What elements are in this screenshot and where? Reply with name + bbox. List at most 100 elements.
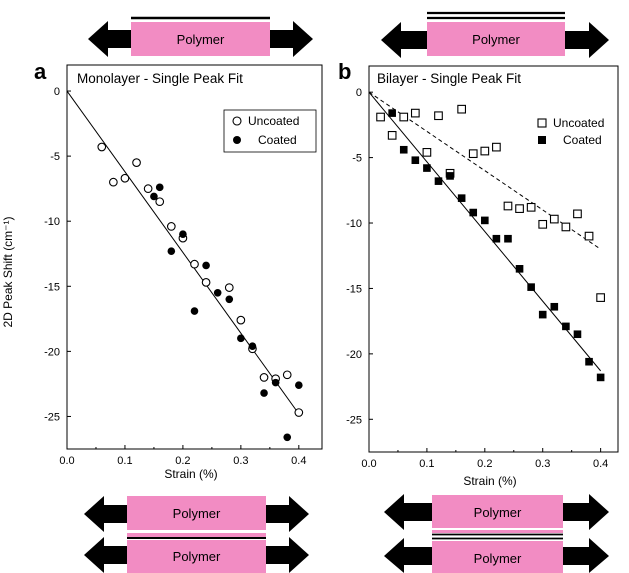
data-point-uncoated [573, 209, 582, 219]
data-point-coated [469, 208, 478, 217]
y-tick-label: -20 [346, 349, 362, 361]
polymer-block [427, 22, 565, 56]
data-point-coated [295, 381, 303, 390]
polymer-label: Polymer [173, 506, 221, 521]
left-arrow-icon [88, 21, 131, 57]
polymer-label: Polymer [472, 32, 520, 47]
x-tick-label: 0.2 [175, 455, 190, 467]
data-point-uncoated [503, 201, 513, 211]
y-tick-label: -25 [44, 411, 60, 423]
data-point-uncoated [166, 222, 176, 231]
x-axis-label: Strain (%) [164, 467, 217, 481]
data-point-coated [573, 330, 582, 339]
y-tick-label: -5 [352, 153, 362, 165]
x-tick-label: 0.3 [233, 455, 248, 467]
data-point-uncoated [468, 149, 478, 159]
polymer-block [127, 496, 266, 530]
panel-letter: b [338, 59, 351, 84]
data-point-uncoated [376, 112, 385, 122]
polymer-block [432, 495, 563, 528]
y-tick-label: -20 [44, 346, 60, 358]
left-arrow-icon [384, 538, 432, 573]
data-point-uncoated [422, 148, 432, 157]
data-point-coated [225, 295, 234, 304]
left-arrow-icon [84, 496, 127, 532]
y-tick-label: -10 [346, 218, 362, 230]
data-point-uncoated [120, 173, 130, 183]
legend-coated-label: Coated [258, 133, 297, 147]
data-point-coated [190, 307, 199, 315]
legend-uncoated-label: Uncoated [248, 114, 299, 128]
x-tick-label: 0.4 [291, 455, 306, 467]
data-point-coated [481, 216, 489, 225]
legend: Uncoated Coated [537, 116, 604, 147]
left-arrow-icon [381, 22, 427, 58]
schematic-top-b: Polymer [381, 11, 609, 58]
legend-coated-marker [538, 136, 546, 144]
legend-uncoated-label: Uncoated [553, 116, 604, 130]
data-point-coated [562, 322, 570, 331]
data-point-uncoated [549, 214, 559, 224]
data-point-uncoated [132, 158, 141, 167]
legend-coated-label: Coated [563, 133, 602, 147]
x-tick-label: 0.3 [535, 458, 550, 470]
data-point-coated [434, 177, 443, 185]
schematic-bottom-b: Polymer [384, 494, 609, 530]
data-point-uncoated [515, 204, 524, 213]
data-point-coated [150, 192, 158, 201]
y-tick-label: -5 [50, 151, 60, 163]
legend-coated-marker [233, 136, 241, 144]
data-point-coated [213, 288, 222, 297]
data-point-coated [457, 194, 466, 202]
y-tick-label: -10 [44, 216, 60, 228]
data-point-coated [179, 230, 187, 239]
schematic-bottom-a: Polymer [84, 496, 309, 532]
data-point-coated [167, 247, 176, 255]
data-point-uncoated [236, 315, 246, 325]
data-point-uncoated [259, 373, 269, 382]
x-axis-label: Strain (%) [463, 474, 516, 488]
data-point-uncoated [201, 278, 211, 287]
y-tick-label: -15 [44, 281, 60, 293]
data-point-uncoated [97, 142, 107, 152]
data-point-uncoated [492, 142, 501, 152]
polymer-label: Polymer [474, 551, 522, 566]
right-arrow-icon [266, 537, 309, 573]
data-point-coated [399, 145, 408, 154]
schematic-bottom-a-coated: Polymer [84, 533, 309, 573]
polymer-block [432, 541, 563, 573]
x-tick-label: 0.1 [117, 455, 132, 467]
left-arrow-icon [384, 494, 432, 530]
data-point-coated [515, 265, 524, 273]
y-tick-label: 0 [54, 86, 60, 98]
legend: Uncoated Coated [223, 109, 317, 153]
data-point-uncoated [457, 104, 467, 114]
data-point-coated [550, 302, 559, 311]
data-point-coated [423, 164, 431, 172]
polymer-label: Polymer [474, 505, 522, 520]
plot-area [66, 64, 323, 450]
data-point-uncoated [294, 408, 304, 417]
polymer-block [131, 22, 270, 56]
x-tick-label: 0.2 [477, 458, 492, 470]
data-point-coated [260, 389, 268, 397]
data-point-coated [538, 310, 547, 319]
chart-title: Monolayer - Single Peak Fit [77, 71, 243, 86]
chart-panel-a: a Monolayer - Single Peak Fit 2D Peak Sh… [1, 59, 323, 481]
legend-uncoated-marker [537, 118, 547, 128]
data-point-uncoated [596, 293, 605, 302]
right-arrow-icon [565, 22, 609, 58]
polymer-coating [127, 533, 266, 537]
polymer-label: Polymer [173, 549, 221, 564]
data-point-uncoated [224, 283, 234, 292]
data-point-coated [446, 172, 454, 180]
legend-uncoated-marker [232, 116, 242, 126]
right-arrow-icon [563, 538, 609, 573]
right-arrow-icon [266, 496, 309, 532]
data-point-uncoated [526, 202, 536, 212]
y-tick-label: -15 [346, 283, 362, 295]
data-point-uncoated [143, 184, 153, 194]
data-point-coated [527, 283, 535, 291]
polymer-block [127, 540, 266, 573]
